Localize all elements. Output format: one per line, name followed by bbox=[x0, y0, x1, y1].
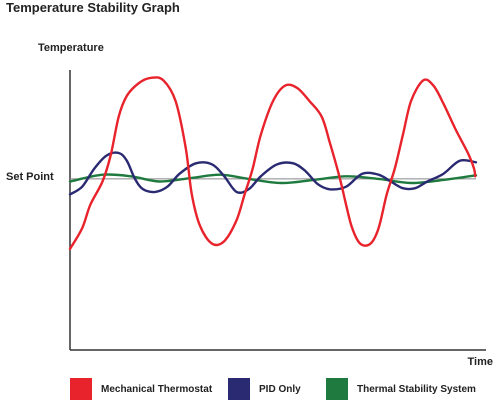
legend-swatch bbox=[228, 378, 250, 400]
chart-title: Temperature Stability Graph bbox=[6, 0, 180, 15]
legend-item: Mechanical Thermostat bbox=[70, 378, 212, 400]
x-axis-label: Time bbox=[467, 356, 493, 368]
legend-label: PID Only bbox=[259, 383, 301, 395]
series-layer bbox=[68, 76, 478, 251]
series-line-mechanical-thermostat bbox=[68, 76, 477, 251]
set-point-label: Set Point bbox=[6, 171, 54, 183]
legend-swatch bbox=[70, 378, 92, 400]
legend-swatch bbox=[326, 378, 348, 400]
legend-item: Thermal Stability System bbox=[326, 378, 476, 400]
legend-label: Mechanical Thermostat bbox=[101, 383, 213, 395]
chart-legend: Mechanical Thermostat PID Only Thermal Sta… bbox=[0, 372, 501, 400]
series-line-pid-only bbox=[68, 151, 478, 196]
y-axis-label: Temperature bbox=[38, 42, 104, 54]
legend-label: Thermal Stability System bbox=[357, 383, 476, 395]
legend-item: PID Only bbox=[228, 378, 301, 400]
